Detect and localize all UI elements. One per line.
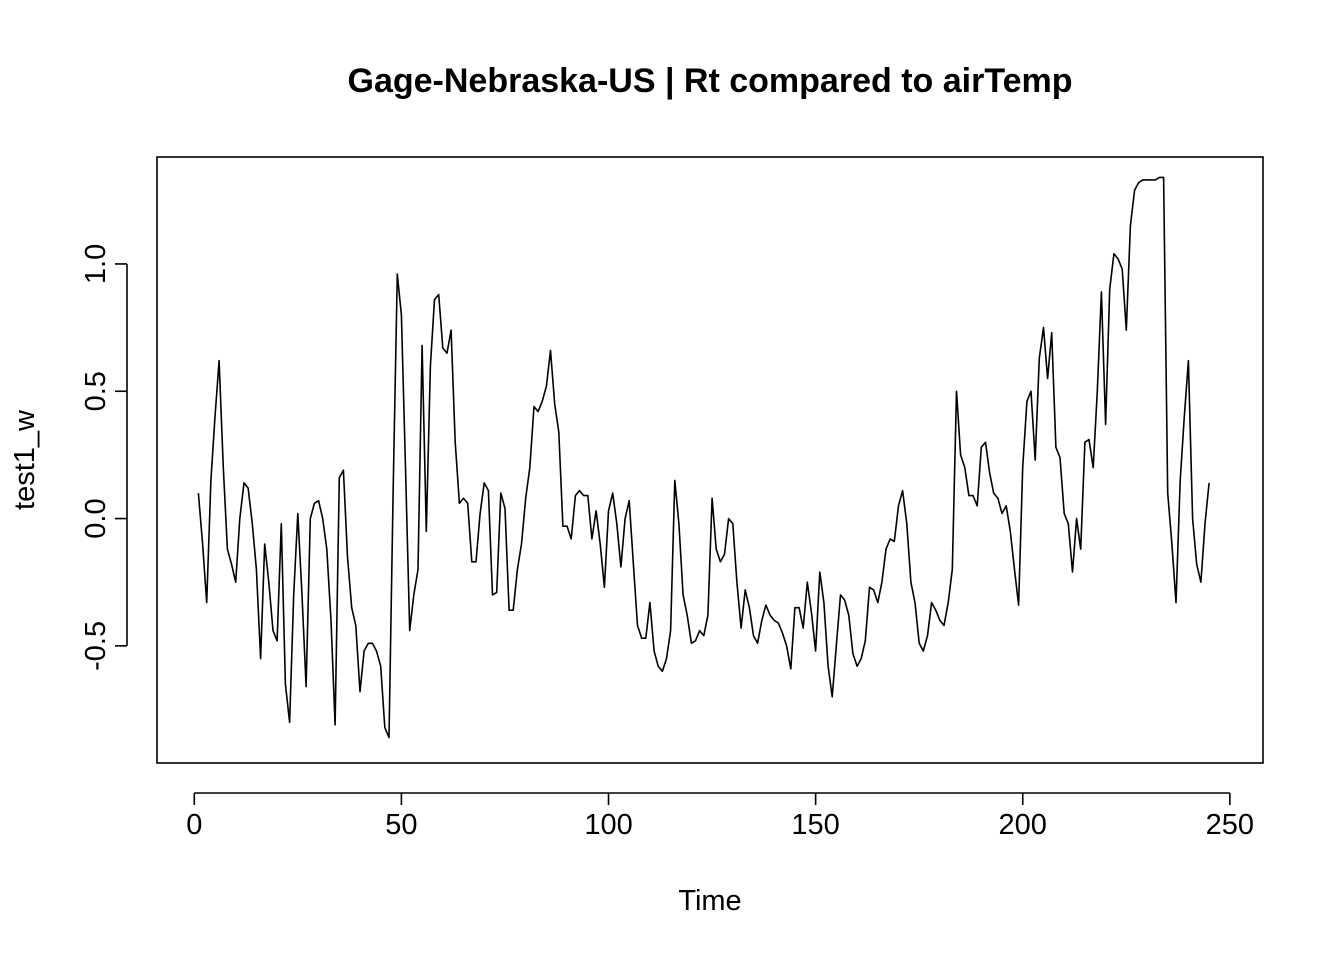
x-tick-label: 200 (999, 809, 1047, 841)
x-tick-label: 250 (1206, 809, 1254, 841)
x-tick-label: 50 (385, 809, 417, 841)
y-axis-label: test1_w (9, 409, 41, 510)
y-axis: -0.5 0.0 0.5 1.0 (80, 244, 128, 671)
series-line (197, 176, 1210, 739)
x-axis-label: Time (678, 885, 741, 917)
plot-frame (156, 156, 1264, 764)
x-axis: 0 50 100 150 200 250 (186, 792, 1254, 841)
x-tick-label: 150 (791, 809, 839, 841)
y-tick-label: 1.0 (80, 244, 112, 284)
y-tick-label: -0.5 (80, 621, 112, 671)
x-tick-label: 0 (186, 809, 202, 841)
x-tick-label: 100 (584, 809, 632, 841)
y-tick-label: 0.5 (80, 371, 112, 411)
chart-title: Gage-Nebraska-US | Rt compared to airTem… (348, 62, 1073, 100)
y-tick-label: 0.0 (80, 498, 112, 538)
